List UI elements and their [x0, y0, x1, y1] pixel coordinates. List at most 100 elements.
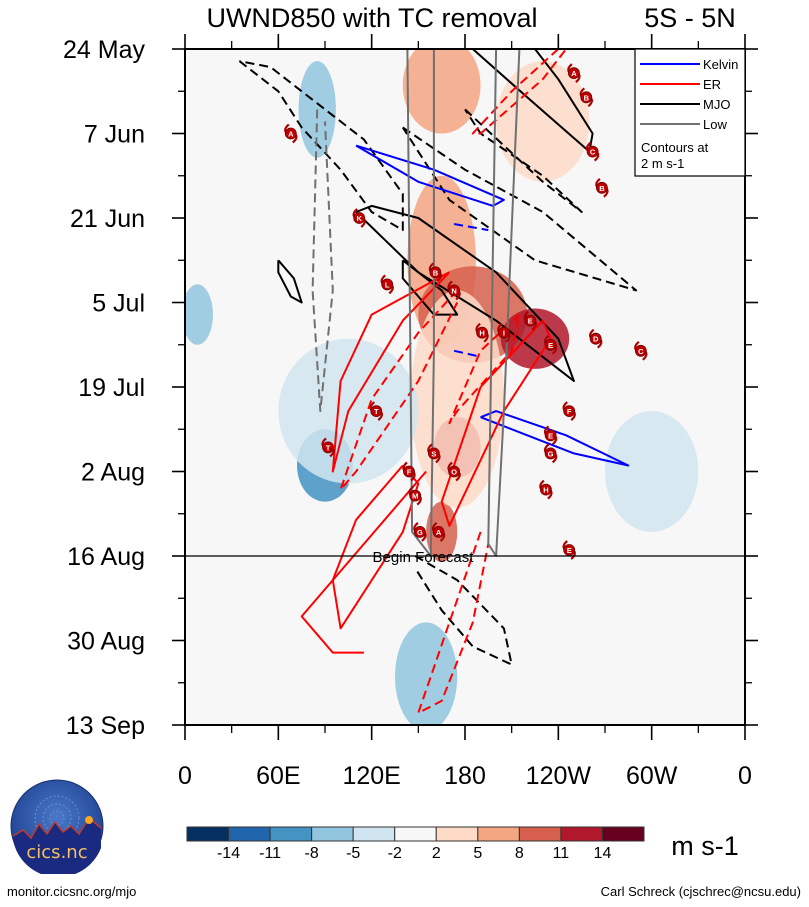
legend-note-line1: Contours at	[641, 140, 709, 155]
tc-marker-dot	[427, 447, 440, 460]
tc-marker-dot	[448, 465, 461, 478]
tc-marker: A	[431, 522, 446, 542]
x-tick-label: 180	[444, 762, 486, 790]
anomaly-blob	[395, 622, 458, 725]
colorbar-tick-label: -5	[346, 845, 360, 862]
mjo-contour-negative	[464, 108, 583, 213]
y-tick-label: 2 Aug	[81, 459, 145, 487]
y-tick-label: 16 Aug	[67, 543, 145, 571]
tc-letter: A	[571, 69, 577, 78]
tc-letter: T	[374, 407, 379, 416]
cicsnc-logo: cics.nc	[9, 778, 105, 878]
tc-marker-dot	[568, 67, 580, 79]
x-tick-label: 60E	[256, 762, 300, 790]
tc-marker-dot	[409, 489, 422, 502]
tc-letter: H	[479, 329, 484, 338]
colorbar-swatch	[560, 826, 603, 842]
tc-letter: B	[584, 93, 590, 102]
tc-marker: F	[402, 461, 416, 482]
y-tick-label: 5 Jul	[92, 290, 145, 318]
tc-marker-dot	[448, 284, 461, 297]
mjo-contour-positive	[277, 259, 303, 304]
er-contour-negative	[339, 289, 459, 491]
tc-marker: C	[634, 340, 648, 361]
tc-letter: E	[567, 546, 572, 555]
tc-letter: I	[503, 329, 505, 338]
tc-marker: C	[585, 141, 600, 162]
tc-marker-dot	[596, 181, 608, 194]
y-tick-label: 24 May	[63, 36, 145, 64]
er-contour-negative	[448, 313, 521, 425]
legend-label-mjo: MJO	[703, 97, 730, 112]
tc-letter: B	[433, 268, 439, 277]
x-tick-label: 120E	[342, 762, 400, 790]
footer-url[interactable]: monitor.cicsnc.org/mjo	[7, 884, 137, 899]
tc-marker: F	[562, 401, 576, 421]
colorbar-tick-label: 5	[473, 845, 482, 862]
tc-letter: F	[407, 468, 412, 477]
chart-title: UWND850 with TC removal	[206, 3, 537, 33]
tc-marker-dot	[540, 483, 552, 496]
legend-label-er: ER	[703, 77, 721, 92]
begin-forecast-label: Begin Forecast	[373, 549, 475, 566]
tc-marker: B	[579, 87, 593, 108]
colorbar-swatch	[477, 826, 520, 842]
tc-marker-dot	[563, 405, 576, 418]
tc-marker: E	[543, 334, 558, 355]
tc-marker: B	[428, 262, 443, 283]
colorbar-swatch	[352, 826, 396, 842]
tc-marker: A	[567, 63, 581, 83]
x-tick-label: 0	[738, 762, 752, 790]
low-contour-negative	[311, 109, 334, 413]
anomaly-blob	[216, 471, 279, 713]
tc-marker-dot	[589, 332, 602, 345]
tc-marker-dot	[634, 344, 647, 357]
tc-marker-dot	[381, 278, 394, 291]
tc-letter: A	[288, 130, 294, 139]
tc-marker-dot	[544, 429, 557, 442]
anomaly-blob	[402, 49, 481, 134]
colorbar-swatch	[601, 826, 645, 842]
mjo-contour-negative	[414, 555, 513, 666]
tc-marker: I	[497, 322, 511, 343]
tc-marker: M	[408, 485, 422, 506]
tc-letter: H	[543, 486, 548, 495]
tc-marker: A	[284, 123, 298, 144]
colorbar-tick-label: 8	[515, 845, 524, 862]
tc-marker-dot	[544, 338, 557, 351]
x-tick-label: 120W	[526, 762, 592, 790]
colorbar-swatch	[394, 826, 437, 842]
colorbar-tick-label: 11	[553, 845, 570, 862]
colorbar-tick-label: -11	[259, 845, 281, 862]
forecast-line-group: Begin Forecast	[185, 549, 745, 566]
tc-marker: G	[413, 522, 427, 542]
colorbar-swatch	[518, 826, 562, 842]
kelvin-contour-negative	[453, 349, 481, 358]
er-contour-negative	[417, 531, 490, 714]
tc-marker-dot	[322, 441, 335, 454]
y-tick-label: 13 Sep	[66, 712, 145, 740]
tc-marker: T	[369, 401, 383, 421]
footer-credit: Carl Schreck (cjschrec@ncsu.edu)	[600, 884, 801, 899]
colorbar-swatch	[269, 826, 313, 842]
tc-marker: E	[543, 425, 558, 446]
colorbar-swatch	[311, 826, 354, 842]
tc-letter: F	[567, 407, 572, 416]
legend: Kelvin ER MJO Low Contours at 2 m s-1	[634, 48, 746, 177]
y-tick-label: 30 Aug	[67, 628, 145, 656]
er-contour-negative	[471, 49, 567, 135]
tc-marker: B	[595, 177, 609, 198]
tc-marker: L	[380, 274, 394, 295]
tc-letter: C	[638, 347, 644, 356]
tc-letter: B	[599, 184, 605, 193]
tc-marker-dot	[524, 314, 537, 327]
tc-marker: S	[427, 443, 441, 464]
mjo-contour-positive	[401, 259, 459, 316]
kelvin-contour-negative	[453, 223, 489, 232]
x-tick-label: 60W	[626, 762, 678, 790]
tc-marker: D	[589, 328, 603, 349]
colorbar-units: m s-1	[671, 831, 739, 861]
colorbar-tick-label: 14	[594, 845, 612, 862]
x-tick-label: 0	[178, 762, 192, 790]
